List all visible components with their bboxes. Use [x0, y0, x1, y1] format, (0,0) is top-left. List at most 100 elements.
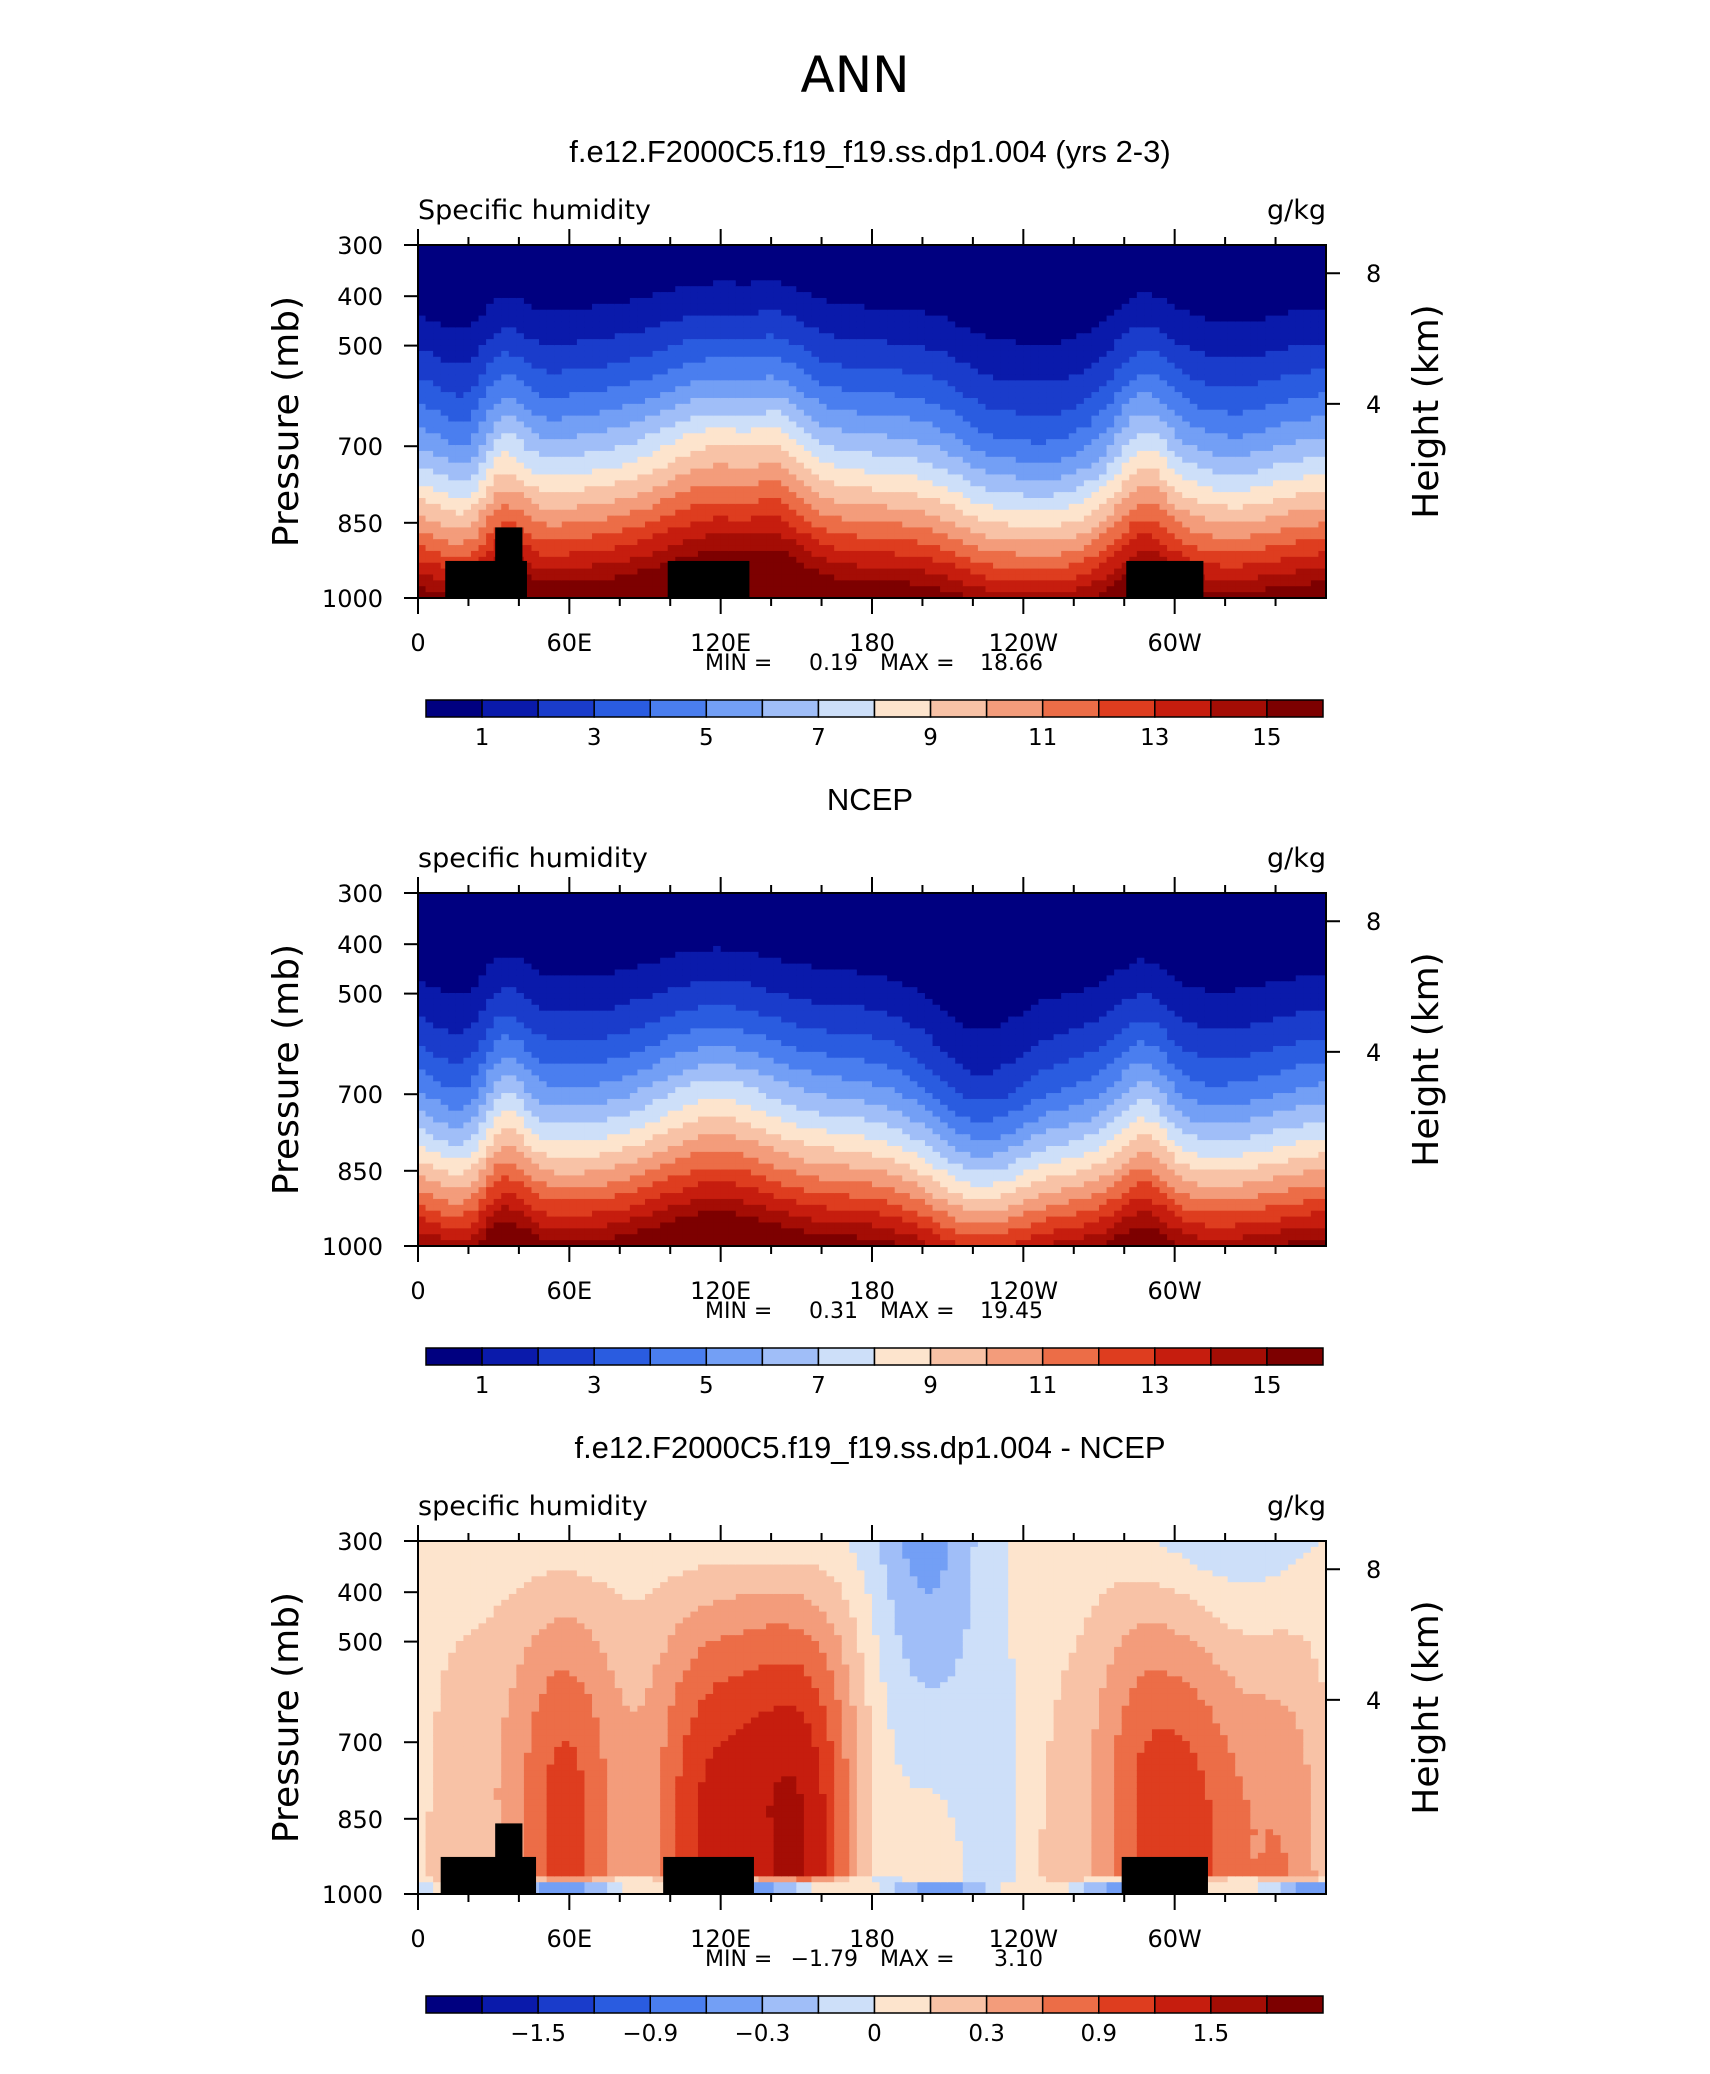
field-cell: [630, 433, 638, 439]
field-cell: [1008, 522, 1016, 528]
field-cell: [766, 351, 774, 357]
field-cell: [842, 498, 850, 504]
field-cell: [690, 310, 698, 316]
field-cell: [713, 551, 721, 557]
field-cell: [433, 445, 441, 451]
field-cell: [804, 257, 812, 263]
field-cell: [864, 351, 872, 357]
field-cell: [690, 539, 698, 545]
field-cell: [917, 369, 925, 375]
field-cell: [713, 422, 721, 428]
field-cell: [774, 286, 782, 292]
field-cell: [986, 269, 994, 275]
field-cell: [426, 474, 434, 480]
field-cell: [630, 539, 638, 545]
field-cell: [660, 327, 668, 333]
field-cell: [630, 527, 638, 533]
field-cell: [448, 269, 456, 275]
field-cell: [683, 257, 691, 263]
field-cell: [577, 574, 585, 580]
field-cell: [653, 422, 661, 428]
field-cell: [441, 363, 449, 369]
field-cell: [895, 351, 903, 357]
field-cell: [448, 480, 456, 486]
field-cell: [592, 457, 600, 463]
field-cell: [653, 492, 661, 498]
field-cell: [774, 269, 782, 275]
field-cell: [471, 522, 479, 528]
field-cell: [804, 557, 812, 563]
field-cell: [834, 492, 842, 498]
field-cell: [751, 504, 759, 510]
field-cell: [645, 392, 653, 398]
field-cell: [675, 504, 683, 510]
field-cell: [524, 498, 532, 504]
field-cell: [653, 569, 661, 575]
field-cell: [1008, 351, 1016, 357]
field-cell: [1023, 374, 1031, 380]
field-cell: [751, 486, 759, 492]
field-cell: [1038, 445, 1046, 451]
field-cell: [516, 427, 524, 433]
field-cell: [584, 545, 592, 551]
field-cell: [607, 557, 615, 563]
field-cell: [864, 298, 872, 304]
field-cell: [781, 545, 789, 551]
field-cell: [448, 474, 456, 480]
field-cell: [986, 522, 994, 528]
field-cell: [849, 504, 857, 510]
field-cell: [872, 263, 880, 269]
field-cell: [766, 386, 774, 392]
field-cell: [562, 563, 570, 569]
field-cell: [418, 286, 426, 292]
field-cell: [653, 427, 661, 433]
field-cell: [653, 351, 661, 357]
field-cell: [584, 280, 592, 286]
field-cell: [615, 363, 623, 369]
field-cell: [774, 369, 782, 375]
field-cell: [456, 386, 464, 392]
field-cell: [827, 274, 835, 280]
field-cell: [479, 486, 487, 492]
field-cell: [743, 410, 751, 416]
field-cell: [857, 386, 865, 392]
field-cell: [993, 539, 1001, 545]
field-cell: [955, 574, 963, 580]
field-cell: [584, 404, 592, 410]
field-cell: [804, 374, 812, 380]
field-cell: [887, 522, 895, 528]
field-cell: [1001, 286, 1009, 292]
field-cell: [516, 304, 524, 310]
field-cell: [827, 422, 835, 428]
field-cell: [751, 551, 759, 557]
field-cell: [441, 263, 449, 269]
field-cell: [1016, 339, 1024, 345]
field-cell: [1038, 333, 1046, 339]
field-cell: [441, 510, 449, 516]
field-cell: [524, 280, 532, 286]
field-cell: [940, 310, 948, 316]
field-cell: [811, 522, 819, 528]
field-cell: [986, 363, 994, 369]
field-cell: [970, 457, 978, 463]
field-cell: [562, 510, 570, 516]
field-cell: [554, 563, 562, 569]
field-cell: [917, 422, 925, 428]
field-cell: [554, 392, 562, 398]
field-cell: [955, 569, 963, 575]
field-cell: [781, 498, 789, 504]
field-cell: [955, 327, 963, 333]
field-cell: [622, 263, 630, 269]
field-cell: [433, 586, 441, 592]
field-cell: [933, 386, 941, 392]
field-cell: [426, 398, 434, 404]
field-cell: [698, 416, 706, 422]
field-cell: [577, 363, 585, 369]
field-cell: [426, 580, 434, 586]
field-cell: [637, 298, 645, 304]
field-cell: [698, 339, 706, 345]
field-cell: [584, 533, 592, 539]
field-cell: [910, 333, 918, 339]
field-cell: [804, 298, 812, 304]
field-cell: [456, 427, 464, 433]
